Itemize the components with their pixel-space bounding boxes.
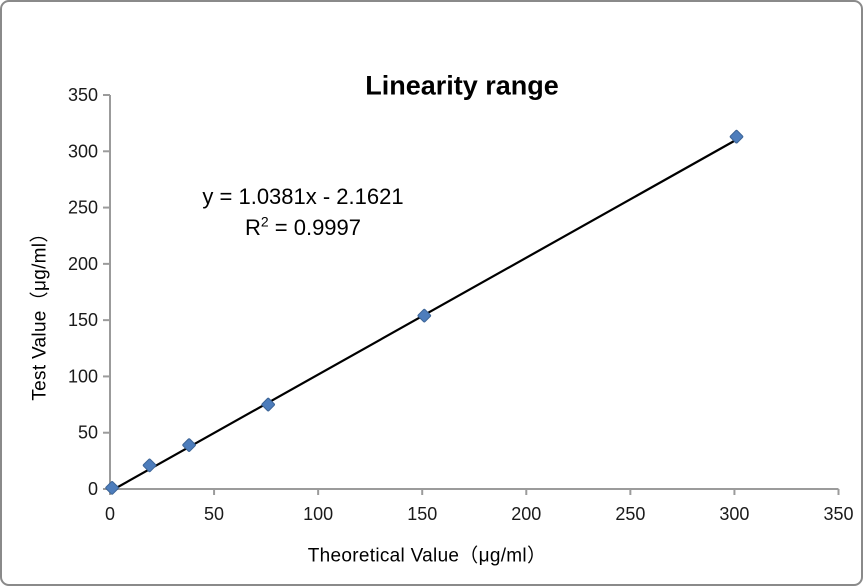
y-tick-label: 0 (88, 479, 98, 499)
equation-line: y = 1.0381x - 2.1621 (202, 184, 404, 209)
r-squared-value: = 0.9997 (268, 215, 362, 240)
data-point (142, 458, 157, 473)
r-squared-exponent: 2 (260, 213, 269, 230)
x-tick-label: 50 (204, 504, 224, 524)
data-point (729, 129, 744, 144)
data-point (261, 397, 275, 412)
data-point (417, 308, 432, 323)
x-tick-label: 300 (719, 504, 749, 524)
trendline-equation: y = 1.0381x - 2.1621 R2 = 0.9997 (202, 181, 403, 243)
y-tick-label: 50 (78, 423, 98, 443)
y-tick-label: 250 (68, 198, 98, 218)
y-axis-title: Test Value（μg/ml） (29, 223, 51, 401)
x-axis-title: Theoretical Value（μg/ml） (307, 545, 547, 567)
x-tick-label: 250 (615, 504, 645, 524)
y-tick-label: 350 (68, 85, 98, 105)
r-squared-base: R (244, 215, 261, 240)
y-tick-label: 100 (68, 366, 98, 386)
chart-title: Linearity range (365, 70, 559, 101)
y-tick-label: 150 (68, 310, 98, 330)
data-point (182, 438, 196, 452)
data-point (105, 481, 119, 495)
y-tick-label: 200 (68, 254, 98, 274)
x-tick-label: 200 (511, 504, 541, 524)
x-tick-label: 0 (105, 504, 115, 524)
y-tick-label: 300 (68, 141, 98, 161)
x-tick-label: 350 (823, 504, 853, 524)
x-tick-label: 100 (303, 504, 333, 524)
r-squared-line: R2 = 0.9997 (202, 212, 403, 243)
x-tick-label: 150 (407, 504, 437, 524)
